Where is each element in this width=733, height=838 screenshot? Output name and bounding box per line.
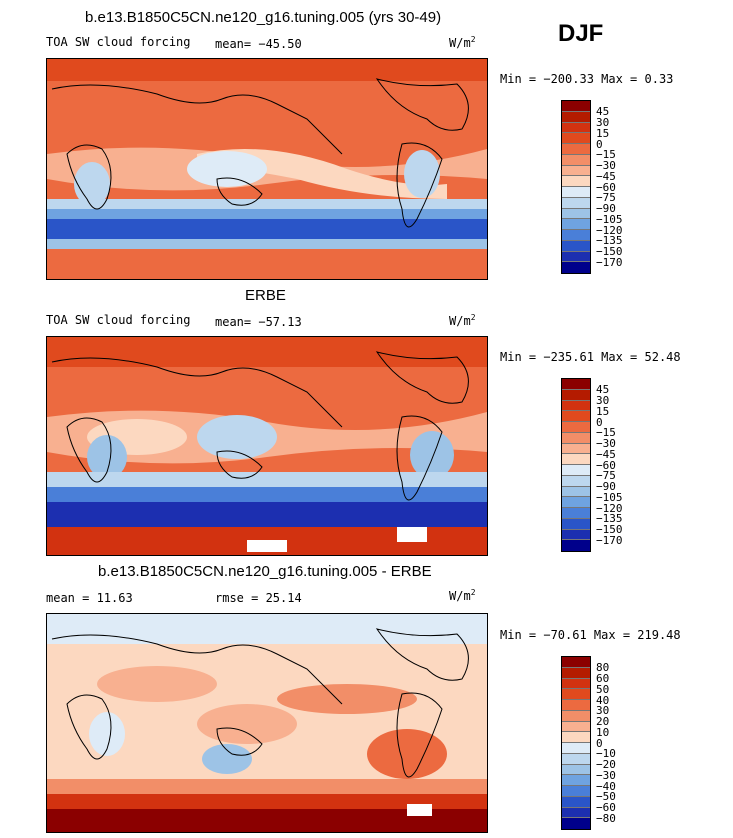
panel3-title: b.e13.B1850C5CN.ne120_g16.tuning.005 - E… [98,563,432,580]
panel3-colorbar-label: −50 [596,790,616,803]
panel1-colorbar-label: 0 [596,138,603,151]
panel2-colorbar-label: 0 [596,416,603,429]
panel3-colorbar-label: −60 [596,801,616,814]
panel2-map [46,336,488,556]
panel3-colorbar-label: −40 [596,780,616,793]
panel1-minmax: Min = −200.33 Max = 0.33 [500,72,674,86]
panel2-colorbar-label: −60 [596,459,616,472]
panel3-colorbar-label: −10 [596,747,616,760]
panel3-colorbar-label: 20 [596,715,610,728]
panel3-colorbar-label: 80 [596,661,610,674]
panel1-colorbar-label: −105 [596,213,623,226]
panel2-colorbar-label: 15 [596,405,610,418]
panel2-colorbar-label: −90 [596,480,616,493]
panel2-colorbar-label: −135 [596,512,623,525]
panel2-title: ERBE [245,287,286,304]
panel1-title: b.e13.B1850C5CN.ne120_g16.tuning.005 (yr… [85,9,442,26]
panel2-colorbar-label: 30 [596,394,610,407]
panel2-colorbar-label: −45 [596,448,616,461]
panel3-colorbar-label: −20 [596,758,616,771]
panel1-units: W/m2 [449,35,476,50]
panel3-colorbar-label: 30 [596,704,610,717]
panel2-colorbar-label: −15 [596,426,616,439]
panel1-colorbar-label: −170 [596,256,623,269]
panel3-colorbar-label: 0 [596,737,603,750]
panel2-colorbar-label: 45 [596,383,610,396]
panel3-colorbar-label: 50 [596,683,610,696]
panel3-map-field [47,614,487,832]
panel3-colorbar-label: −30 [596,769,616,782]
panel2-colorbar-label: −75 [596,469,616,482]
panel1-label: TOA SW cloud forcing [46,35,191,49]
panel2-colorbar-label: −120 [596,502,623,515]
panel3-colorbar-label: 60 [596,672,610,685]
panel3-colorbar-label: −80 [596,812,616,825]
panel3-colorbar [561,656,591,830]
panel3-colorbar-label: 40 [596,694,610,707]
season-heading: DJF [558,20,604,47]
panel1-colorbar-label: −75 [596,191,616,204]
panel2-map-field [47,337,487,555]
panel1-colorbar [561,100,591,274]
panel1-colorbar-label: −30 [596,159,616,172]
panel1-map [46,58,488,280]
panel3-colorbar-label: 10 [596,726,610,739]
panel3-minmax: Min = −70.61 Max = 219.48 [500,628,681,642]
panel2-colorbar-label: −30 [596,437,616,450]
panel1-colorbar-label: −120 [596,224,623,237]
panel1-map-field [47,59,487,279]
panel1-colorbar-label: −60 [596,181,616,194]
panel2-colorbar-label: −105 [596,491,623,504]
panel2-colorbar-label: −170 [596,534,623,547]
panel2-stat: mean= −57.13 [215,315,302,329]
panel2-colorbar [561,378,591,552]
panel2-minmax: Min = −235.61 Max = 52.48 [500,350,681,364]
panel2-label: TOA SW cloud forcing [46,313,191,327]
panel2-units: W/m2 [449,313,476,328]
panel3-units: W/m2 [449,588,476,603]
panel1-colorbar-label: 45 [596,105,610,118]
panel3-map [46,613,488,833]
panel1-colorbar-label: 30 [596,116,610,129]
panel3-mean: mean = 11.63 [46,591,133,605]
panel1-colorbar-label: −15 [596,148,616,161]
panel2-colorbar-label: −150 [596,523,623,536]
panel1-stat: mean= −45.50 [215,37,302,51]
panel1-colorbar-label: −135 [596,234,623,247]
panel1-colorbar-label: −45 [596,170,616,183]
panel1-colorbar-label: −90 [596,202,616,215]
panel1-colorbar-label: 15 [596,127,610,140]
panel1-colorbar-label: −150 [596,245,623,258]
panel3-rmse: rmse = 25.14 [215,591,302,605]
